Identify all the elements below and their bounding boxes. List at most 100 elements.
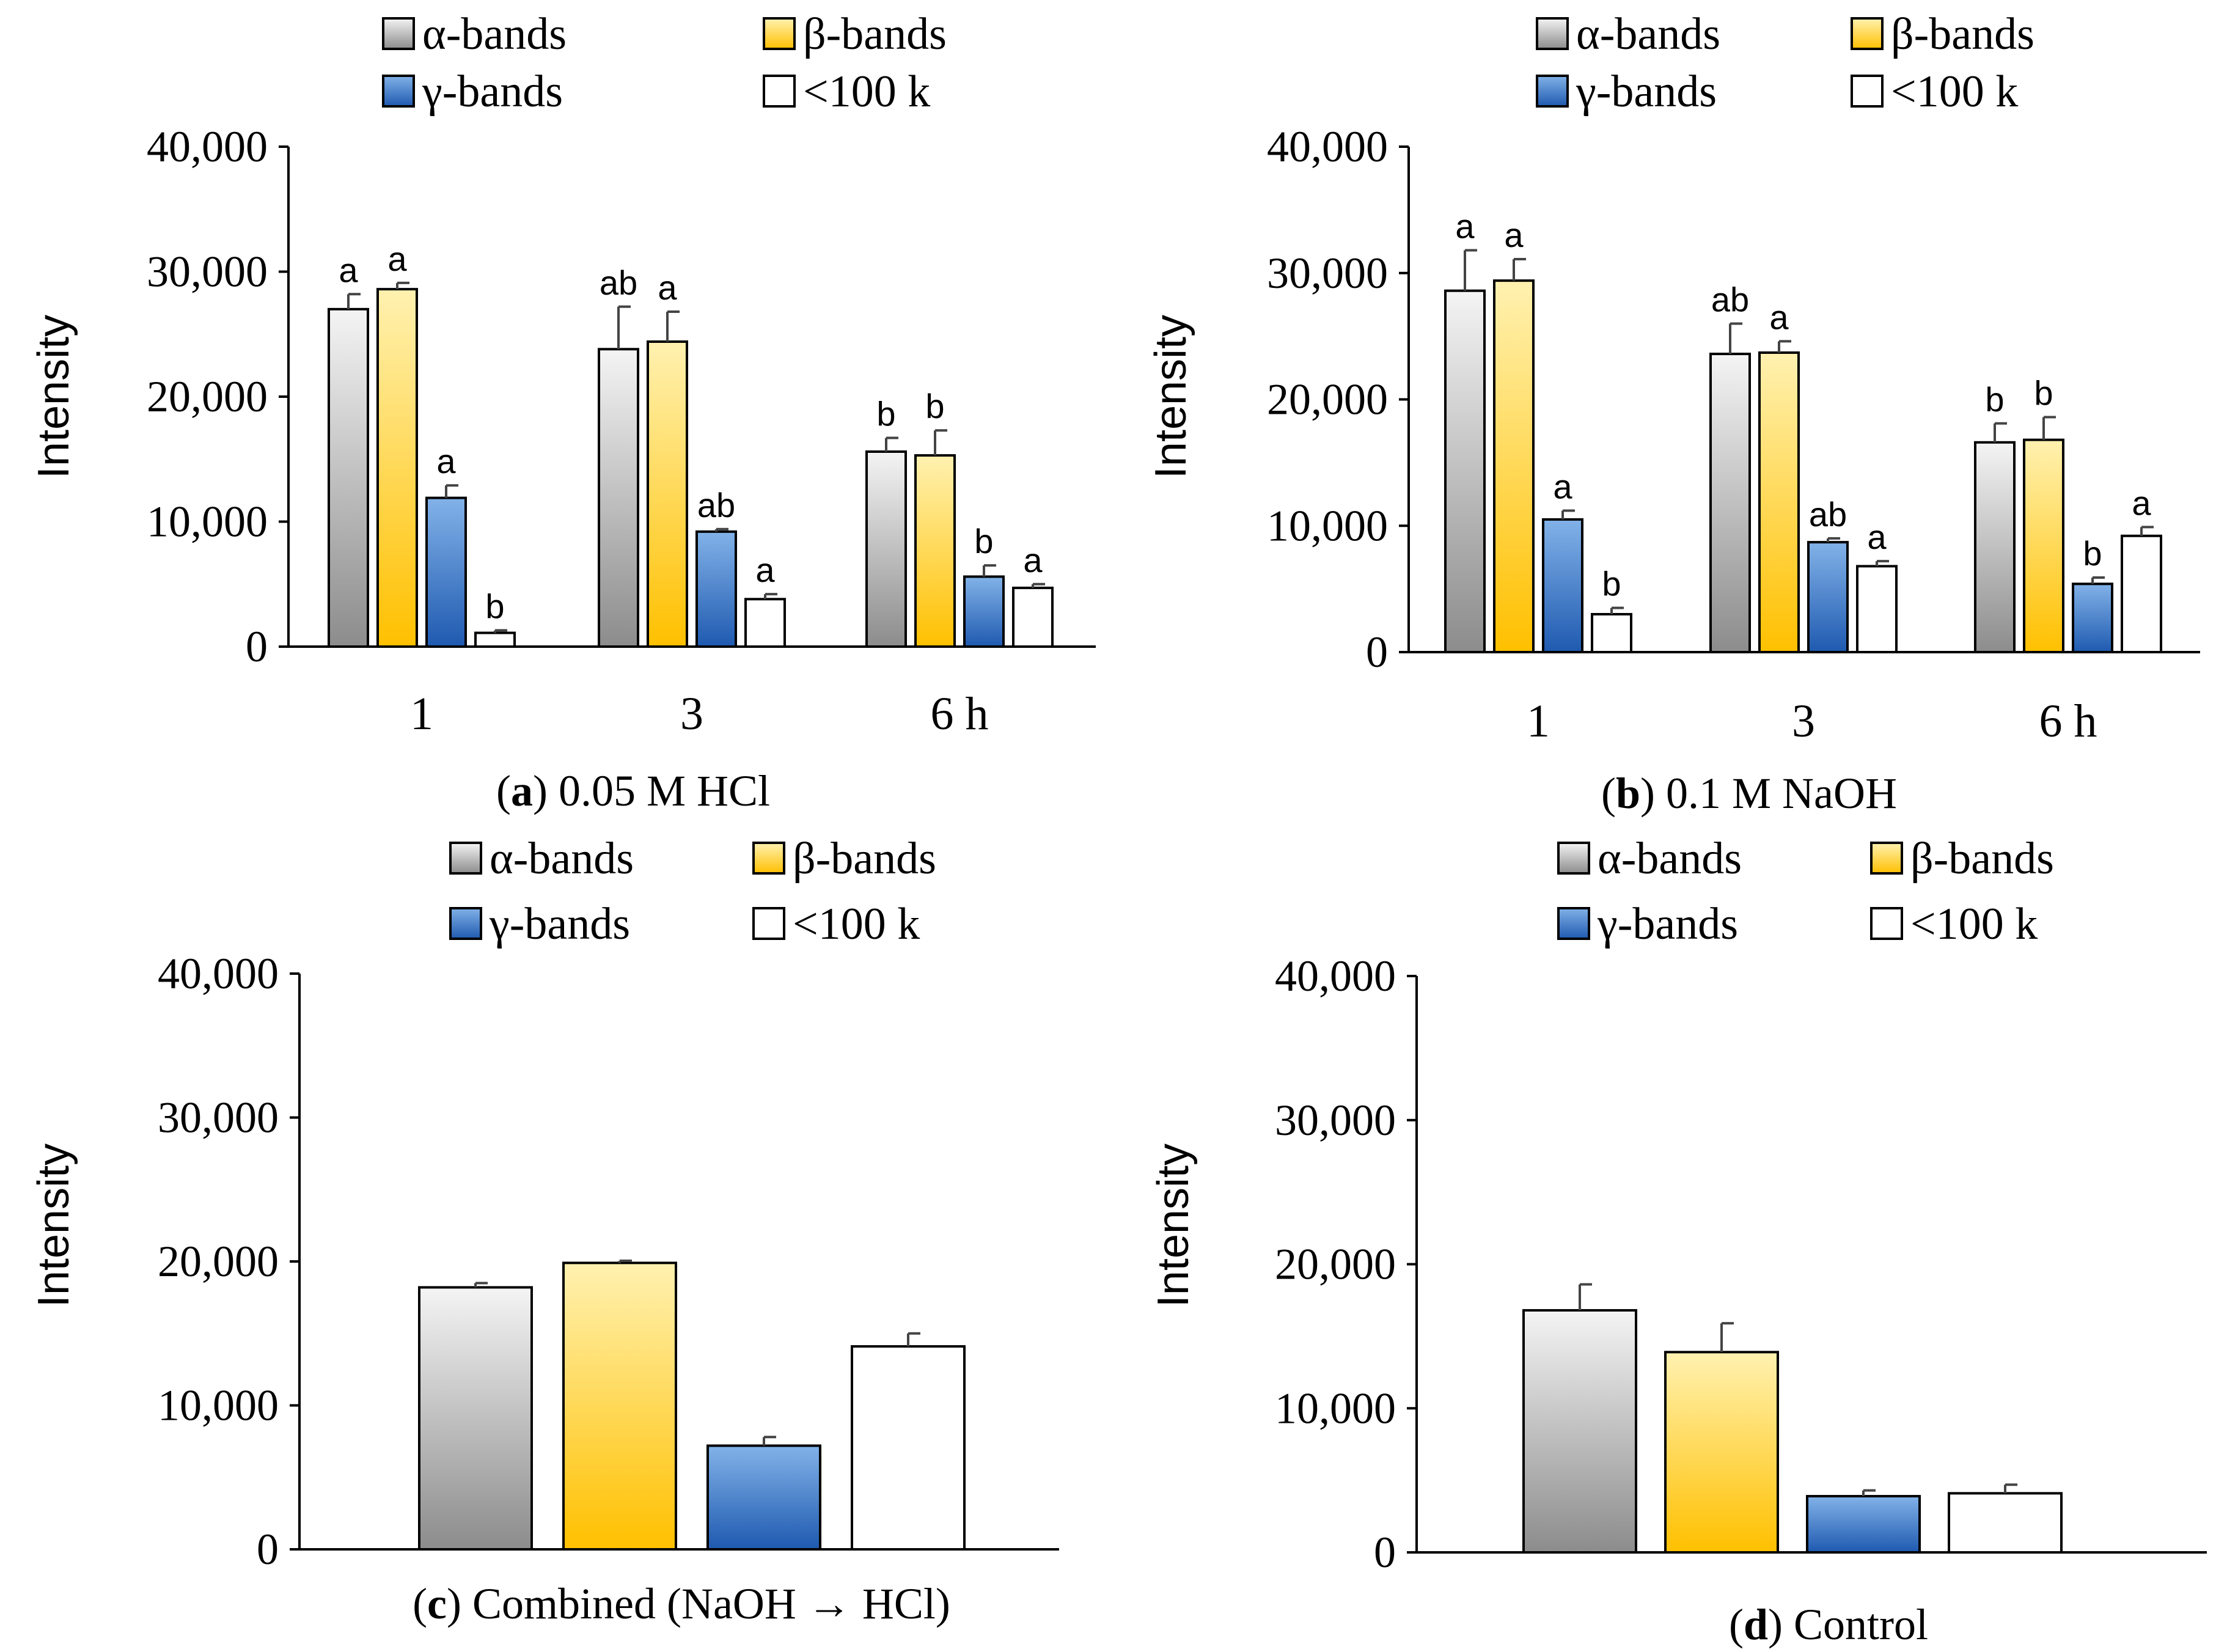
panel-c-legend-label-beta: β-bands — [793, 834, 936, 884]
panel-b-bar-gamma-0 — [1542, 518, 1583, 653]
panel-b-legend-label-beta: β-bands — [1891, 9, 2034, 59]
panel-a-bar-gamma-1 — [695, 530, 737, 648]
panel-b-bar-gamma-2 — [2072, 582, 2113, 653]
panel-a-bar-alpha-2 — [865, 450, 907, 648]
panel-b-sig-letter-gamma-1: ab — [1809, 495, 1847, 534]
panel-a-x-tick-label-2: 6 h — [931, 688, 989, 740]
caption-b: (b) 0.1 M NaOH — [1601, 769, 1897, 818]
panel-b-sig-letter-beta-2: b — [2034, 373, 2053, 412]
panel-a-legend-label-gamma: γ-bands — [422, 67, 563, 117]
panel-a-sig-letter-gamma-0: a — [436, 442, 456, 480]
panel-c-y-tick-label-1: 10,000 — [158, 1381, 279, 1430]
panel-a-sig-letter-alpha-0: a — [339, 251, 358, 289]
panel-b-y-tick-label-4: 40,000 — [1267, 122, 1388, 171]
panel-b-bar-alpha-0 — [1444, 289, 1486, 653]
panel-a-sig-letter-lt100k-2: a — [1023, 541, 1043, 579]
panel-b-bar-lt100k-0 — [1591, 612, 1632, 653]
panel-b-legend-swatch-gamma — [1536, 75, 1569, 108]
panel-d-legend-label-lt100k: <100 k — [1910, 899, 2038, 949]
panel-a-sig-letter-gamma-2: b — [974, 522, 993, 560]
panel-d-bar-lt100k-0 — [1948, 1492, 2063, 1554]
panel-b-bar-lt100k-2 — [2121, 534, 2162, 653]
panel-a-sig-letter-beta-1: a — [658, 268, 677, 307]
panel-b-bar-alpha-2 — [1974, 441, 2016, 653]
panel-a-x-tick-label-0: 1 — [410, 688, 433, 740]
panel-d-bar-beta-0 — [1664, 1351, 1779, 1554]
panel-a-sig-letter-lt100k-1: a — [755, 551, 775, 589]
panel-d-bar-gamma-0 — [1806, 1495, 1921, 1554]
panel-d-y-tick-label-1: 10,000 — [1275, 1384, 1396, 1433]
panel-a-bar-beta-1 — [647, 340, 688, 648]
panel-b-sig-letter-alpha-1: ab — [1711, 280, 1749, 318]
panel-a-bar-lt100k-0 — [474, 631, 516, 648]
panel-b-y-tick-label-3: 30,000 — [1267, 249, 1388, 298]
panel-a-sig-letter-alpha-1: ab — [600, 263, 637, 302]
panel-a-bar-alpha-0 — [328, 307, 369, 648]
panel-c-y-axis-title: Intensity — [29, 1144, 78, 1307]
panel-c-y-tick-label-4: 40,000 — [158, 949, 279, 998]
panel-c-legend-swatch-alpha — [449, 842, 482, 875]
panel-a-bar-lt100k-2 — [1012, 586, 1054, 648]
panel-a-bar-lt100k-1 — [744, 598, 786, 648]
panel-a-y-axis-title: Intensity — [29, 315, 78, 479]
panel-a-bar-gamma-2 — [963, 575, 1005, 648]
panel-d-y-tick-label-3: 30,000 — [1275, 1096, 1396, 1145]
panel-b-y-axis-title: Intensity — [1147, 315, 1195, 479]
panel-b-bar-alpha-1 — [1709, 353, 1751, 653]
panel-a-bar-beta-2 — [914, 454, 956, 648]
panel-a-legend-label-beta: β-bands — [803, 9, 947, 59]
panel-b-x-tick-label-1: 3 — [1792, 696, 1815, 747]
panel-b-bar-lt100k-1 — [1856, 565, 1898, 653]
panel-b-legend-swatch-alpha — [1536, 17, 1569, 50]
panel-d-bar-alpha-0 — [1522, 1309, 1637, 1554]
panel-d-legend-swatch-alpha — [1557, 842, 1590, 875]
panel-a-y-tick-label-1: 10,000 — [147, 497, 268, 546]
panel-a-sig-letter-beta-2: b — [925, 387, 944, 425]
panel-d-legend-swatch-lt100k — [1870, 907, 1903, 940]
panel-b-y-tick-label-1: 10,000 — [1267, 501, 1388, 550]
panel-b-sig-letter-lt100k-0: b — [1602, 565, 1621, 603]
panel-c-legend-label-lt100k: <100 k — [793, 899, 920, 949]
panel-b-bar-beta-0 — [1493, 279, 1535, 653]
panel-c-legend-swatch-beta — [752, 842, 785, 875]
panel-b-sig-letter-alpha-0: a — [1455, 207, 1475, 246]
panel-a-bar-beta-0 — [376, 288, 418, 648]
panel-a-bar-alpha-1 — [598, 348, 639, 648]
panel-c-legend-label-gamma: γ-bands — [489, 899, 630, 949]
panel-a-y-tick-label-2: 20,000 — [147, 372, 268, 421]
panel-b-legend-label-alpha: α-bands — [1576, 9, 1720, 59]
panel-c-y-tick-label-3: 30,000 — [158, 1093, 279, 1142]
panel-a-legend-swatch-lt100k — [763, 75, 796, 108]
panel-b-bar-gamma-1 — [1807, 541, 1849, 653]
panel-a-legend-swatch-beta — [763, 17, 796, 50]
panel-b-sig-letter-lt100k-2: a — [2132, 483, 2151, 522]
panel-c-bar-gamma-0 — [706, 1444, 821, 1551]
panel-d-y-tick-label-4: 40,000 — [1275, 952, 1396, 1000]
panel-d-y-axis-title: Intensity — [1149, 1144, 1198, 1307]
panel-d-legend-label-alpha: α-bands — [1598, 834, 1742, 884]
panel-a-sig-letter-beta-0: a — [387, 240, 407, 278]
panel-c-y-tick-label-0: 0 — [257, 1525, 279, 1574]
panel-c-legend-swatch-lt100k — [752, 907, 785, 940]
caption-a: (a) 0.05 M HCl — [496, 766, 770, 815]
panel-d-y-tick-label-0: 0 — [1374, 1528, 1396, 1577]
panel-c-legend-swatch-gamma — [449, 907, 482, 940]
panel-c-y-tick-label-2: 20,000 — [158, 1237, 279, 1286]
caption-c: (c) Combined (NaOH → HCl) — [413, 1579, 950, 1628]
panel-b-sig-letter-alpha-2: b — [1985, 380, 2004, 419]
panel-b-sig-letter-beta-0: a — [1504, 216, 1524, 254]
panel-c-bar-lt100k-0 — [851, 1345, 966, 1551]
panel-b-bar-beta-1 — [1758, 351, 1800, 653]
panel-a-sig-letter-alpha-2: b — [876, 394, 895, 433]
panel-b-legend-label-lt100k: <100 k — [1891, 67, 2018, 117]
panel-b-sig-letter-gamma-2: b — [2083, 534, 2102, 573]
panel-b-legend-swatch-beta — [1851, 17, 1884, 50]
panel-b-legend-swatch-lt100k — [1851, 75, 1884, 108]
panel-b-y-tick-label-2: 20,000 — [1267, 375, 1388, 424]
panel-a-legend-swatch-gamma — [382, 75, 415, 108]
panel-d-legend-swatch-gamma — [1557, 907, 1590, 940]
panel-b-legend-label-gamma: γ-bands — [1576, 67, 1717, 117]
panel-a-sig-letter-gamma-1: ab — [697, 486, 735, 524]
panel-b-x-tick-label-2: 6 h — [2039, 696, 2097, 747]
